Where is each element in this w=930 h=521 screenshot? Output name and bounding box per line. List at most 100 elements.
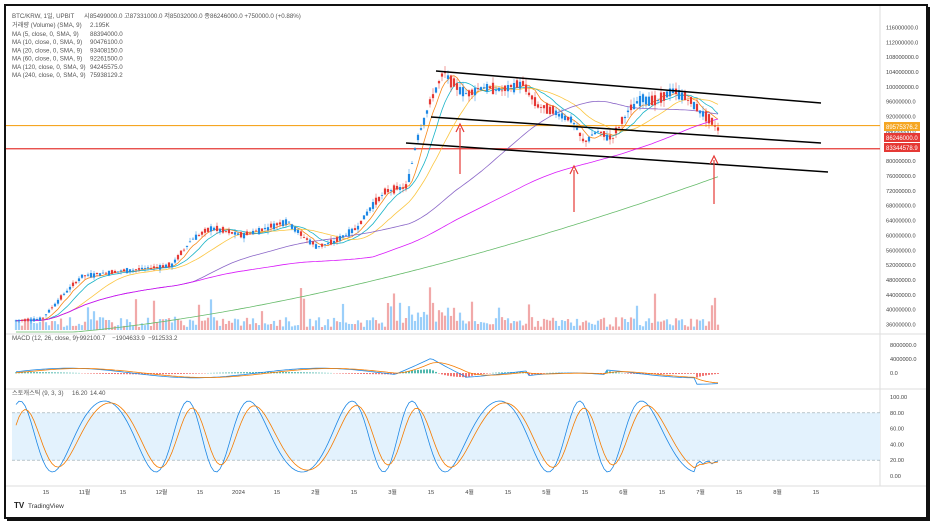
candle-body — [140, 267, 144, 270]
candle-body — [668, 88, 672, 97]
macd-histogram-bar — [663, 373, 665, 375]
candle-body — [416, 134, 420, 141]
macd-histogram-bar — [282, 372, 284, 374]
macd-histogram-bar — [162, 373, 164, 375]
price-axis-tick: 36000000.0 — [886, 323, 916, 329]
volume-bar — [461, 320, 465, 330]
volume-bar — [260, 311, 264, 330]
candle-body — [407, 173, 411, 182]
ma-legend-label-1: MA (10, close, 0, SMA, 9) — [12, 39, 82, 46]
volume-bar — [575, 318, 579, 330]
macd-pane — [15, 358, 719, 385]
candle-body — [578, 132, 582, 137]
price-axis-tick: 88000000.0 — [886, 129, 916, 135]
volume-bar — [413, 320, 417, 330]
ma-line-20 — [16, 85, 719, 322]
volume-bar — [149, 325, 153, 330]
candle-body — [659, 92, 663, 103]
macd-histogram-bar — [702, 373, 704, 376]
macd-histogram-bar — [240, 372, 242, 374]
candle-body — [131, 269, 135, 271]
macd-histogram-bar — [459, 373, 461, 377]
volume-bar — [23, 319, 27, 330]
candle-body — [155, 266, 159, 268]
candle-body — [359, 220, 363, 224]
volume-bar — [47, 325, 51, 330]
candle-body — [560, 113, 564, 119]
volume-bar — [551, 317, 555, 330]
volume-bar — [605, 326, 609, 330]
price-axis-tick: 116000000.0 — [886, 25, 918, 31]
time-axis-tick: 12월 — [156, 488, 168, 496]
volume-bar — [569, 322, 573, 330]
macd-histogram-bar — [186, 373, 188, 374]
volume-bar — [701, 319, 705, 330]
candle-body — [83, 275, 87, 277]
candle-body — [494, 90, 498, 92]
candle-body — [56, 299, 60, 304]
volume-bar — [614, 317, 618, 330]
volume-bar — [476, 323, 480, 330]
volume-bar — [617, 326, 621, 330]
candle-body — [470, 89, 474, 95]
volume-bar — [248, 324, 252, 330]
candle-body — [497, 87, 501, 91]
candle-body — [626, 110, 630, 113]
candle-body — [353, 228, 357, 231]
time-axis-tick: 4월 — [465, 488, 474, 496]
macd-histogram-bar — [684, 373, 686, 374]
stochastic-pane — [12, 400, 880, 473]
macd-histogram-bar — [393, 373, 395, 375]
candle-body — [341, 235, 345, 238]
channel-upper-line — [435, 70, 822, 104]
candle-body — [302, 237, 306, 238]
macd-histogram-bar — [132, 373, 134, 375]
macd-histogram-bar — [294, 372, 296, 374]
volume-bar — [386, 302, 390, 330]
macd-histogram-bar — [354, 373, 356, 374]
ma-legend-label-4: MA (120, close, 0, SMA, 9) — [12, 64, 86, 71]
candle-body — [20, 319, 24, 321]
volume-bar — [533, 326, 537, 330]
candle-body — [713, 125, 717, 127]
volume-bar — [338, 322, 342, 330]
candle-body — [332, 241, 336, 244]
candle-body — [221, 227, 225, 233]
candle-body — [239, 232, 243, 238]
macd-histogram-bar — [552, 372, 554, 374]
channel-trendlines — [405, 70, 829, 173]
volume-bar — [464, 323, 468, 330]
macd-histogram-bar — [678, 373, 680, 375]
candle-body — [446, 75, 450, 79]
stoch-axis-tick: 60.00 — [890, 427, 904, 433]
macd-histogram-bar — [453, 373, 455, 377]
candle-body — [677, 90, 681, 100]
price-axis-tick: 64000000.0 — [886, 219, 916, 225]
macd-histogram-bar — [111, 373, 113, 375]
svg-text:89575376.2: 89575376.2 — [886, 125, 918, 131]
macd-histogram-bar — [480, 373, 482, 375]
volume-bar — [296, 325, 300, 330]
volume-bar — [125, 319, 129, 330]
macd-histogram-bar — [357, 373, 359, 374]
macd-histogram-bar — [441, 373, 443, 375]
volume-bar — [527, 304, 531, 330]
tradingview-logo: TV TradingView — [14, 501, 64, 510]
candle-body — [269, 223, 273, 228]
candle-body — [317, 246, 321, 247]
ma-legend-value-2: 93408150.0 — [90, 47, 123, 54]
volume-bar — [446, 307, 450, 330]
price-candles — [14, 66, 720, 324]
volume-bar — [326, 319, 330, 330]
ma-legend: MA (5, close, 0, SMA, 9) 88394000.0 MA (10… — [12, 31, 123, 79]
candle-body — [707, 114, 711, 124]
candle-body — [215, 225, 219, 231]
volume-bar — [188, 319, 192, 330]
candle-body — [590, 134, 594, 136]
stoch-label: 스토캐스틱 (9, 3, 3) — [12, 389, 64, 397]
symbol-title: BTC/KRW, 1일, UPBIT — [12, 12, 75, 20]
macd-histogram-bar — [45, 372, 47, 374]
volume-bar — [710, 305, 714, 330]
candle-body — [290, 224, 294, 229]
volume-bar — [137, 326, 141, 330]
